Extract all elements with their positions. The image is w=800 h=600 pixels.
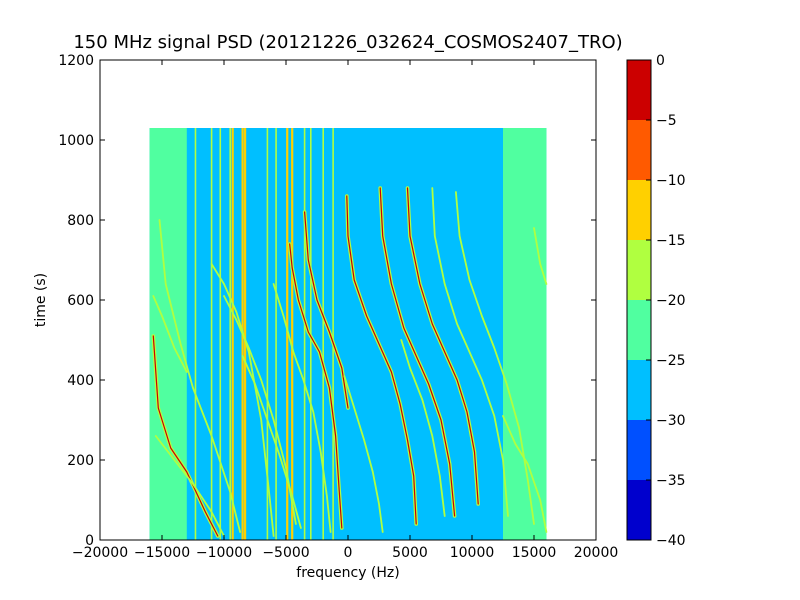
- x-tick-label: −15000: [134, 545, 190, 561]
- x-tick-label: 15000: [512, 545, 557, 561]
- y-tick-label: 400: [67, 373, 94, 389]
- colorbar-band: [627, 360, 651, 420]
- signal-trace: [346, 195, 417, 525]
- heatmap-inner-region: [149, 128, 547, 540]
- plot-area: [99, 59, 597, 541]
- colorbar-band: [627, 300, 651, 360]
- colorbar-band: [627, 420, 651, 480]
- x-tick-label: −20000: [72, 545, 128, 561]
- colorbar-tick-label: −10: [656, 173, 686, 189]
- signal-trace: [400, 339, 446, 517]
- signal-trace: [304, 211, 349, 409]
- y-axis: 0 200 400 600 800 1000 1200: [58, 53, 596, 549]
- signal-trace: [289, 243, 343, 529]
- colorbar-tick-label: −5: [656, 113, 677, 129]
- signal-trace: [343, 375, 384, 533]
- signal-trace: [210, 263, 275, 537]
- colorbar-band: [627, 60, 651, 120]
- spectrogram: [149, 128, 548, 540]
- y-tick-label: 600: [67, 293, 94, 309]
- colorbar-tick-label: −35: [656, 473, 686, 489]
- signal-trace: [154, 435, 225, 537]
- colorbar-band: [627, 240, 651, 300]
- colorbar-tick-label: −25: [656, 353, 686, 369]
- x-tick-label: 0: [344, 545, 353, 561]
- signal-trace: [272, 283, 332, 533]
- signal-trace: [241, 355, 302, 529]
- colorbar: −40 −35 −30 −25 −20 −15 −10 −5 0: [626, 53, 686, 549]
- x-tick-label: 20000: [574, 545, 619, 561]
- signal-trace: [455, 191, 535, 525]
- heatmap-edge-region: [503, 128, 547, 540]
- colorbar-tick-label: −15: [656, 233, 686, 249]
- y-tick-label: 1200: [58, 53, 94, 69]
- x-tick-label: 5000: [392, 545, 428, 561]
- colorbar-tick-label: −40: [656, 533, 686, 549]
- x-axis: −20000 −15000 −10000 −5000 0 5000 10000 15000 20…: [72, 60, 618, 561]
- signal-trace: [223, 295, 297, 525]
- signal-trace: [502, 415, 548, 533]
- chart-title: 150 MHz signal PSD (20121226_032624_COSM…: [73, 32, 622, 53]
- signal-trace: [152, 335, 219, 537]
- colorbar-band: [627, 120, 651, 180]
- x-tick-label: −10000: [196, 545, 252, 561]
- colorbar-tick-label: 0: [656, 53, 665, 69]
- signal-trace: [431, 187, 509, 517]
- y-tick-label: 0: [85, 533, 94, 549]
- signal-trace: [152, 295, 188, 373]
- y-axis-label: time (s): [33, 273, 49, 327]
- signal-trace: [158, 219, 241, 533]
- colorbar-band: [627, 480, 651, 540]
- signal-trace: [379, 187, 456, 517]
- y-tick-label: 1000: [58, 133, 94, 149]
- x-axis-label: frequency (Hz): [296, 565, 399, 581]
- x-tick-label: −5000: [262, 545, 309, 561]
- colorbar-tick-label: −30: [656, 413, 686, 429]
- y-tick-label: 200: [67, 453, 94, 469]
- colorbar-tick-label: −20: [656, 293, 686, 309]
- colorbar-band: [627, 180, 651, 240]
- x-tick-label: 10000: [450, 545, 495, 561]
- signal-trace: [533, 227, 548, 285]
- signal-trace: [406, 187, 479, 505]
- y-tick-label: 800: [67, 213, 94, 229]
